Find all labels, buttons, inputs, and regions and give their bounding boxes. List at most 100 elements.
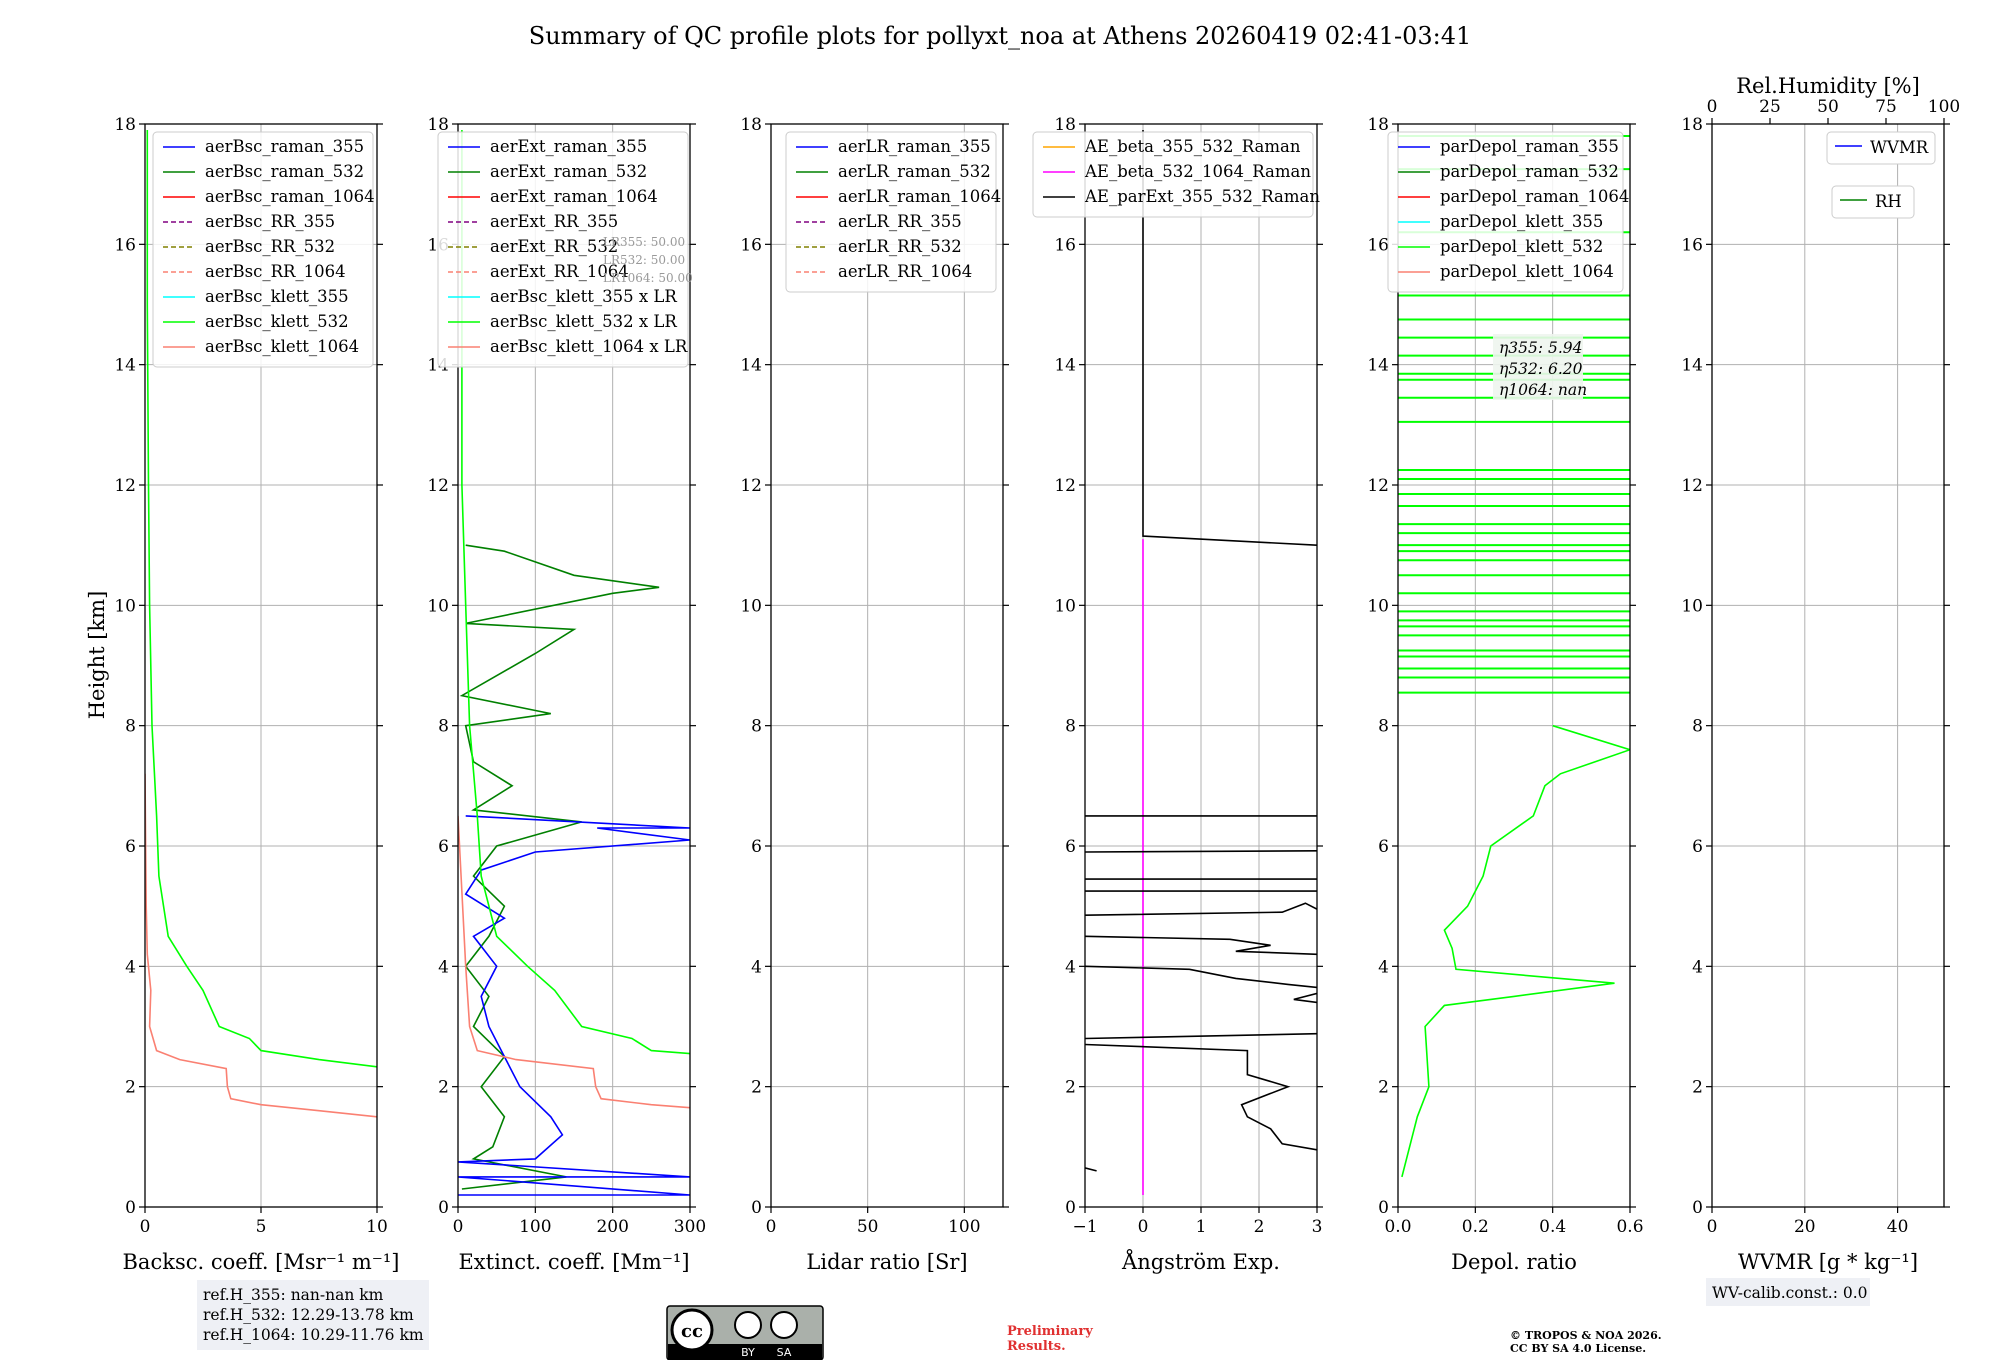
x-tick-label: 0.0 xyxy=(1384,1217,1411,1237)
y-tick-label: 12 xyxy=(740,476,762,496)
panel-3: 0 50 100 0 2 4 6 8 10 12 14 16 18 Lidar ratio [Sr] aer… xyxy=(740,115,1009,1274)
lr-label: LR532: 50.00 xyxy=(603,253,685,267)
legend-box xyxy=(1387,131,1624,293)
x-tick-label: 50 xyxy=(857,1217,879,1237)
lr-label: LR355: 50.00 xyxy=(603,235,685,249)
legend-entry: aerBsc_raman_1064 xyxy=(205,187,375,206)
x-tick-label: 3 xyxy=(1312,1217,1323,1237)
x-tick-label: −1 xyxy=(1072,1217,1097,1237)
legend-entry: aerExt_raman_1064 xyxy=(490,187,658,206)
legend-entry: aerBsc_raman_355 xyxy=(205,137,364,156)
y-tick-label: 0 xyxy=(1378,1198,1389,1218)
legend-entry: aerLR_raman_1064 xyxy=(838,187,1001,206)
eta-label: η355: 5.94 xyxy=(1499,339,1583,357)
license-badge: cc BY SA xyxy=(666,1305,824,1360)
y-tick-label: 6 xyxy=(1692,837,1703,857)
y-tick-label: 4 xyxy=(751,957,762,977)
y-tick-label: 8 xyxy=(1378,717,1389,737)
legend-box xyxy=(437,131,689,368)
legend-box xyxy=(1831,185,1915,219)
series-group xyxy=(458,130,690,1196)
legend-entry: aerBsc_klett_1064 x LR xyxy=(490,337,688,356)
copyright-text: © TROPOS & NOA 2026. xyxy=(1510,1329,1662,1342)
series-AE_parExt_355_532_Raman-segment xyxy=(1085,902,1317,916)
y-tick-label: 14 xyxy=(1367,356,1389,376)
y-tick-label: 10 xyxy=(427,596,449,616)
legend-entry: aerLR_RR_532 xyxy=(838,237,962,256)
x-tick-label: 40 xyxy=(1887,1217,1909,1237)
x-tick-label: 100 xyxy=(519,1217,551,1237)
sa-label: SA xyxy=(777,1346,792,1359)
legend-entry: aerExt_raman_532 xyxy=(490,162,647,181)
top-tick-label: 0 xyxy=(1707,97,1718,117)
legend: aerExt_raman_355 aerExt_raman_532 aerExt_r… xyxy=(437,131,689,368)
y-tick-label: 14 xyxy=(114,356,136,376)
legend-entry: aerBsc_RR_355 xyxy=(205,212,335,231)
series-AE_parExt_355_532_Raman-segment xyxy=(1085,965,1317,989)
lr-label: LR1064: 50.00 xyxy=(603,271,693,285)
axes-frame xyxy=(457,123,691,1208)
legend: aerBsc_raman_355 aerBsc_raman_532 aerBsc_r… xyxy=(152,131,375,368)
refh-label: ref.H_532: 12.29-13.78 km xyxy=(203,1306,414,1324)
y-tick-label: 8 xyxy=(1065,717,1076,737)
x-axis-label: Lidar ratio [Sr] xyxy=(806,1250,967,1274)
cc-icon xyxy=(670,1308,714,1352)
legend-entry: parDepol_raman_532 xyxy=(1440,162,1619,181)
refh-box xyxy=(197,1280,429,1350)
y-tick-label: 10 xyxy=(1367,596,1389,616)
by-icon xyxy=(734,1311,762,1339)
x-tick-label: 0 xyxy=(140,1217,151,1237)
legend: aerLR_raman_355 aerLR_raman_532 aerLR_rama… xyxy=(785,131,1001,293)
legend-entry: aerLR_raman_532 xyxy=(838,162,991,181)
calib-text: WV-calib.const.: 0.0 xyxy=(1712,1284,1868,1302)
x-tick-label: 0.4 xyxy=(1539,1217,1566,1237)
y-tick-label: 4 xyxy=(1692,957,1703,977)
legend-entry: aerExt_raman_355 xyxy=(490,137,647,156)
y-tick-label: 0 xyxy=(1692,1198,1703,1218)
series-AE_parExt_355_532_Raman-segment xyxy=(1293,992,1317,1004)
x-tick-label: 5 xyxy=(256,1217,267,1237)
legend-entry: parDepol_raman_355 xyxy=(1440,137,1619,156)
y-tick-label: 2 xyxy=(1065,1078,1076,1098)
y-tick-label: 4 xyxy=(125,957,136,977)
y-tick-label: 8 xyxy=(125,717,136,737)
y-tick-label: 2 xyxy=(438,1078,449,1098)
y-tick-label: 0 xyxy=(1065,1198,1076,1218)
y-tick-label: 18 xyxy=(1054,115,1076,135)
x-tick-label: 300 xyxy=(674,1217,706,1237)
x-tick-label: 0 xyxy=(1707,1217,1718,1237)
series-aerBsc_klett_1064 xyxy=(145,773,377,1118)
y-tick-label: 4 xyxy=(1378,957,1389,977)
series-AE_parExt_355_532_Raman-segment xyxy=(1085,1032,1317,1040)
y-tick-label: 2 xyxy=(751,1078,762,1098)
x-axis-label: Ångström Exp. xyxy=(1121,1249,1280,1274)
y-tick-label: 6 xyxy=(1378,837,1389,857)
figure-title: Summary of QC profile plots for pollyxt_… xyxy=(529,22,1472,50)
x-tick-label: 0 xyxy=(766,1217,777,1237)
legend-entry: aerExt_RR_532 xyxy=(490,237,618,256)
y-tick-label: 18 xyxy=(1681,115,1703,135)
x-axis-label: Extinct. coeff. [Mm⁻¹] xyxy=(458,1250,689,1274)
y-tick-label: 2 xyxy=(1378,1078,1389,1098)
legend-entry: AE_parExt_355_532_Raman xyxy=(1084,187,1320,206)
series-aerBsc_klett_532 x LR xyxy=(461,130,690,1055)
y-tick-label: 4 xyxy=(438,957,449,977)
legend-entry: WVMR xyxy=(1870,138,1929,157)
by-label: BY xyxy=(741,1346,755,1359)
legend-entry: RH xyxy=(1875,192,1902,211)
x-tick-label: 100 xyxy=(948,1217,980,1237)
sa-icon xyxy=(770,1311,798,1339)
x-axis-label: WVMR [g * kg⁻¹] xyxy=(1738,1250,1918,1274)
y-tick-label: 8 xyxy=(1692,717,1703,737)
series-AE_parExt_355_532_Raman-segment xyxy=(1085,935,1317,956)
axes-frame xyxy=(770,123,1004,1208)
legend: WVMR RH xyxy=(1826,131,1936,219)
legend-entry: aerExt_RR_1064 xyxy=(490,262,629,281)
y-tick-label: 10 xyxy=(1681,596,1703,616)
legend-entry: aerLR_RR_355 xyxy=(838,212,962,231)
legend: AE_beta_355_532_Raman AE_beta_532_1064_Ra… xyxy=(1032,131,1320,218)
y-tick-label: 18 xyxy=(114,115,136,135)
y-tick-label: 18 xyxy=(740,115,762,135)
y-tick-label: 0 xyxy=(125,1198,136,1218)
legend-entry: parDepol_klett_532 xyxy=(1440,237,1603,256)
